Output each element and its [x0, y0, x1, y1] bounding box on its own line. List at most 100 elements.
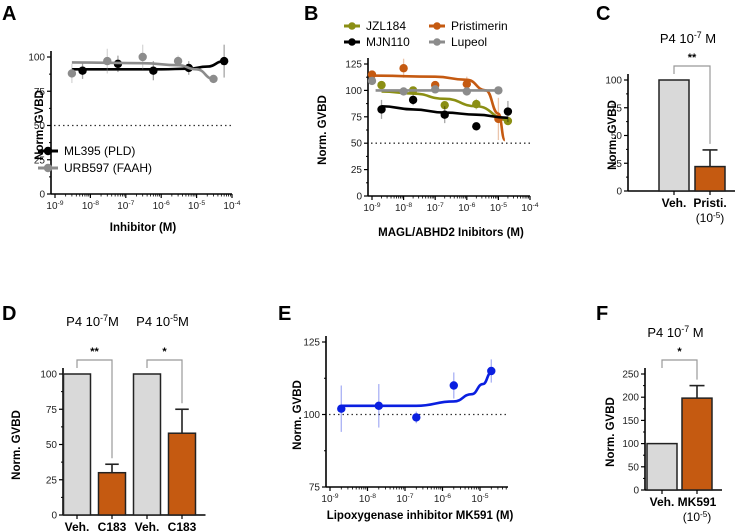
- y-tick-label: 25: [351, 165, 363, 176]
- x-tick-label: 10-8: [82, 200, 99, 212]
- legend-label: URB597 (FAAH): [64, 161, 152, 175]
- data-point: [367, 70, 377, 79]
- significance-bracket: [673, 65, 711, 144]
- x-tick-label: 10-4: [521, 202, 538, 214]
- category-label: Pristi.: [693, 196, 726, 210]
- data-point: [472, 99, 481, 109]
- x-tick-label: 10-8: [359, 493, 376, 505]
- x-tick-label: 10-8: [395, 202, 412, 214]
- series-mk591: [337, 359, 496, 432]
- y-axis-title: Norm. GVBD: [607, 100, 619, 170]
- category-label: Veh.: [662, 196, 687, 210]
- y-tick-label: 75: [34, 87, 46, 98]
- panel-a: 0 25 50 75 100 Norm. GVBD 10-9 10-8 10-7 10-6 10-5…: [2, 3, 241, 234]
- data-point: [472, 122, 481, 131]
- data-point: [399, 87, 408, 96]
- y-tick-label: 0: [633, 486, 639, 497]
- y-tick-label: 50: [351, 139, 363, 150]
- y-tick-label: 100: [40, 370, 57, 381]
- data-point: [78, 66, 87, 75]
- x-tick-label: 10-9: [46, 200, 63, 212]
- data-point: [503, 107, 513, 116]
- panel-label: F: [596, 303, 608, 325]
- y-tick-label: 100: [345, 86, 362, 97]
- x-axis-title: Inhibitor (M): [110, 222, 177, 234]
- series-lupeol: [367, 76, 503, 96]
- legend-panel-b: JZL184 Pristimerin MJN110 Lupeol: [344, 19, 508, 49]
- y-axis-title: Norm. GVBD: [292, 380, 304, 450]
- y-axis-title: Norm. GVBD: [317, 95, 329, 165]
- chart-title: P4 10-7M: [66, 313, 119, 329]
- legend-swatch-marker: [348, 22, 356, 30]
- y-tick-label: 250: [622, 370, 639, 381]
- bar: [97, 471, 127, 516]
- chart-title: P4 10-5M: [136, 313, 189, 329]
- x-tick-label: 10-6: [153, 200, 170, 212]
- category-label: Veh.: [65, 520, 90, 532]
- panel-label: C: [596, 3, 610, 25]
- panel-c: 0 25 50 75 100 Norm. GVBD Veh. Pristi.(10-5) ** P…: [596, 3, 735, 225]
- data-point: [377, 80, 386, 90]
- data-point: [462, 79, 471, 89]
- y-tick-label: 75: [351, 112, 363, 123]
- category-label: MK591: [678, 495, 717, 509]
- bar: [681, 397, 713, 491]
- category-label: Veh.: [135, 520, 160, 532]
- significance-bracket: [146, 359, 183, 404]
- fit-curve: [341, 371, 492, 408]
- y-tick-label: 50: [46, 440, 58, 451]
- y-tick-label: 125: [345, 60, 362, 71]
- chart-title: P4 10-7 M: [660, 30, 716, 46]
- y-tick-label: 75: [309, 483, 321, 494]
- data-point: [494, 86, 503, 95]
- panel-label: A: [2, 3, 16, 25]
- significance-marker: *: [162, 346, 167, 358]
- y-tick-label: 0: [51, 511, 57, 522]
- x-tick-label: 10-4: [223, 200, 240, 212]
- panel-label: D: [2, 303, 16, 325]
- y-tick-label: 25: [34, 155, 46, 166]
- x-tick-label: 10-7: [396, 493, 413, 505]
- x-axis-title: MAGL/ABHD2 Inibitors (M): [378, 227, 524, 239]
- data-point: [399, 64, 408, 73]
- data-point: [487, 366, 496, 376]
- data-point: [149, 66, 158, 75]
- y-tick-label: 50: [628, 462, 640, 473]
- data-point: [431, 85, 440, 94]
- category-label: C183: [98, 520, 127, 532]
- legend-label: ML395 (PLD): [64, 144, 135, 158]
- legend-swatch-marker: [43, 163, 53, 173]
- panel-label: B: [304, 3, 318, 25]
- x-tick-label: 10-9: [321, 493, 338, 505]
- y-tick-label: 50: [611, 131, 623, 142]
- significance-bracket: [661, 359, 698, 380]
- series-urb597-faah-: [67, 44, 218, 84]
- y-tick-label: 0: [616, 187, 622, 198]
- category-sublabel: (10-5): [683, 510, 712, 524]
- y-tick-label: 100: [622, 439, 639, 450]
- category-sublabel: (10-5): [696, 211, 725, 225]
- data-point: [449, 381, 458, 390]
- x-tick-label: 10-7: [117, 200, 134, 212]
- data-point: [440, 110, 449, 119]
- x-tick-label: 10-5: [490, 202, 507, 214]
- significance-marker: **: [90, 346, 99, 358]
- significance-marker: *: [677, 346, 682, 358]
- y-tick-label: 125: [303, 338, 320, 349]
- data-point: [412, 413, 421, 422]
- y-tick-label: 150: [622, 416, 639, 427]
- data-point: [374, 401, 383, 410]
- bar: [646, 442, 678, 491]
- x-tick-label: 10-6: [458, 202, 475, 214]
- panel-e: 75 100 125 Norm. GVBD 10-9 10-8 10-7 10-6 10-5 Li…: [278, 303, 513, 522]
- y-tick-label: 0: [356, 192, 362, 203]
- x-tick-label: 10-9: [363, 202, 380, 214]
- y-tick-label: 25: [46, 475, 58, 486]
- x-tick-label: 10-5: [188, 200, 205, 212]
- legend-panel-a: ML395 (PLD) URB597 (FAAH): [38, 144, 152, 175]
- data-point: [367, 76, 377, 86]
- panel-label: E: [278, 303, 291, 325]
- data-point: [219, 56, 229, 66]
- y-tick-label: 25: [611, 159, 623, 170]
